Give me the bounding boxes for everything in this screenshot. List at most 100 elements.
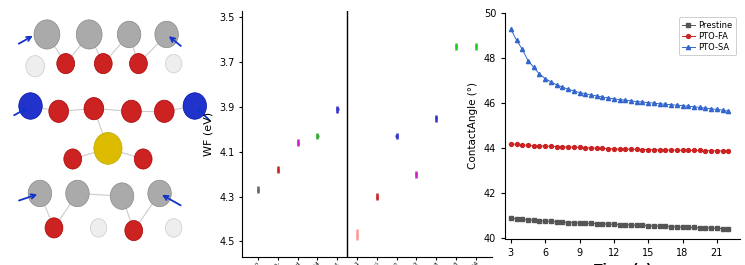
Prestine [644, 224, 653, 227]
PTO-FA [627, 148, 635, 151]
Prestine [535, 219, 544, 222]
Prestine [712, 227, 721, 230]
Line: Prestine: Prestine [509, 217, 730, 231]
PTO-FA [581, 146, 590, 149]
PTO-FA [644, 148, 653, 151]
Prestine [655, 224, 664, 228]
PTO-SA [569, 89, 578, 92]
PTO-FA [684, 149, 693, 152]
PTO-FA [633, 148, 641, 151]
PTO-SA [701, 107, 710, 110]
PTO-SA [678, 104, 687, 107]
Circle shape [183, 93, 206, 119]
PTO-FA [707, 149, 716, 152]
PTO-FA [638, 148, 647, 151]
Circle shape [84, 98, 104, 120]
PTO-SA [507, 27, 516, 30]
PTO-FA [690, 149, 699, 152]
PTO-SA [564, 87, 573, 91]
PTO-FA [615, 148, 624, 151]
Y-axis label: ContactAngle (°): ContactAngle (°) [468, 82, 478, 169]
Prestine [650, 224, 659, 227]
Circle shape [90, 219, 107, 237]
Circle shape [34, 20, 60, 49]
PTO-FA [621, 148, 630, 151]
PTO-SA [598, 95, 607, 99]
PTO-FA [512, 143, 521, 146]
PTO-FA [650, 148, 659, 151]
PTO-SA [650, 101, 659, 105]
PTO-FA [667, 148, 676, 152]
Line: PTO-FA: PTO-FA [509, 142, 730, 153]
Circle shape [95, 54, 112, 74]
Circle shape [64, 149, 82, 169]
PTO-FA [598, 147, 607, 150]
PTO-FA [672, 149, 681, 152]
Circle shape [45, 218, 63, 238]
PTO-SA [546, 80, 555, 83]
PTO-FA [718, 149, 727, 152]
Prestine [707, 227, 716, 230]
PTO-FA [655, 148, 664, 151]
Prestine [695, 226, 704, 229]
X-axis label: Time (s): Time (s) [594, 263, 651, 265]
PTO-SA [586, 94, 595, 97]
PTO-SA [541, 77, 550, 80]
PTO-FA [592, 147, 601, 150]
Prestine [546, 220, 555, 223]
Prestine [672, 225, 681, 228]
Prestine [661, 225, 670, 228]
Prestine [627, 223, 635, 227]
PTO-SA [552, 83, 561, 86]
Circle shape [154, 100, 174, 122]
PTO-FA [529, 144, 538, 147]
PTO-FA [564, 145, 573, 149]
PTO-FA [507, 142, 516, 145]
Y-axis label: WF (eV): WF (eV) [203, 112, 214, 156]
Prestine [603, 223, 612, 226]
PTO-FA [518, 143, 527, 147]
PTO-FA [558, 145, 567, 148]
PTO-SA [724, 110, 733, 113]
Circle shape [19, 93, 42, 119]
PTO-SA [712, 108, 721, 111]
Prestine [690, 226, 699, 229]
PTO-SA [695, 106, 704, 109]
PTO-SA [575, 91, 584, 94]
PTO-SA [638, 100, 647, 104]
Prestine [724, 227, 733, 230]
Prestine [558, 220, 567, 224]
Prestine [609, 223, 618, 226]
Prestine [718, 227, 727, 230]
Circle shape [121, 100, 142, 122]
Prestine [621, 223, 630, 226]
Prestine [507, 217, 516, 220]
PTO-SA [603, 96, 612, 100]
Circle shape [76, 20, 102, 49]
PTO-FA [546, 145, 555, 148]
Prestine [569, 221, 578, 224]
Prestine [564, 221, 573, 224]
PTO-FA [586, 146, 595, 149]
PTO-SA [667, 103, 676, 106]
Circle shape [110, 183, 134, 209]
PTO-FA [701, 149, 710, 152]
PTO-SA [524, 59, 533, 62]
Prestine [575, 221, 584, 224]
Prestine [541, 220, 550, 223]
PTO-SA [592, 94, 601, 98]
Circle shape [57, 54, 74, 74]
PTO-FA [524, 144, 533, 147]
Prestine [615, 223, 624, 226]
PTO-SA [661, 103, 670, 106]
Circle shape [28, 180, 51, 207]
Prestine [638, 224, 647, 227]
PTO-FA [603, 147, 612, 150]
PTO-FA [569, 146, 578, 149]
Circle shape [125, 220, 143, 241]
Prestine [518, 218, 527, 221]
Prestine [581, 222, 590, 225]
PTO-FA [724, 149, 733, 153]
Prestine [678, 226, 687, 229]
Prestine [512, 217, 521, 220]
